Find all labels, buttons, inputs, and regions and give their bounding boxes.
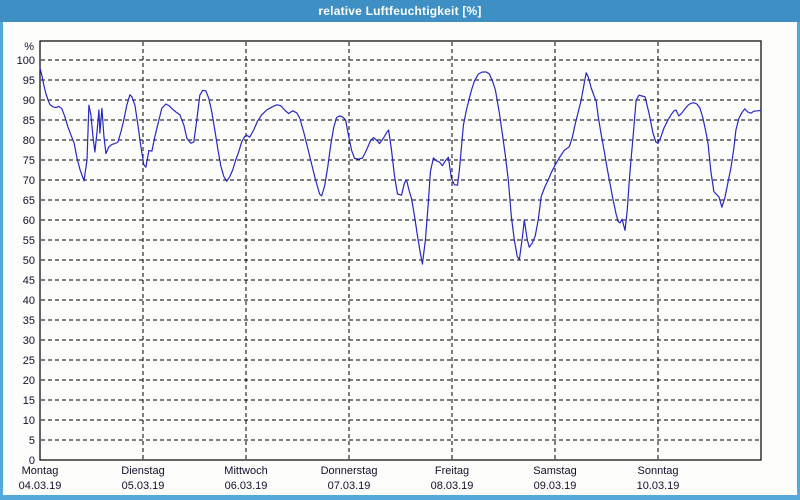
y-tick-label: 30 — [23, 335, 35, 347]
y-tick-label: 65 — [23, 195, 35, 207]
titlebar[interactable]: relative Luftfeuchtigkeit [%] — [0, 0, 800, 22]
x-date-label: 09.03.19 — [534, 480, 577, 492]
y-tick-label: 0 — [29, 455, 35, 467]
x-day-label: Dienstag — [121, 465, 164, 477]
y-tick-label: 55 — [23, 235, 35, 247]
x-date-label: 10.03.19 — [637, 480, 680, 492]
x-day-label: Montag — [22, 465, 59, 477]
chart-area: 0 5 10 15 20 25 30 35 40 45 50 55 60 65 70 75 80 85 90 95 10… — [3, 22, 797, 495]
x-date-label: 04.03.19 — [19, 480, 62, 492]
y-tick-label: 35 — [23, 315, 35, 327]
y-tick-label: 20 — [23, 375, 35, 387]
y-tick-label: 60 — [23, 215, 35, 227]
y-tick-label: 90 — [23, 95, 35, 107]
y-tick-label: 80 — [23, 135, 35, 147]
x-date-label: 07.03.19 — [328, 480, 371, 492]
window-title: relative Luftfeuchtigkeit [%] — [318, 4, 482, 18]
humidity-line — [39, 67, 762, 265]
x-day-label: Mittwoch — [224, 465, 267, 477]
x-day-label: Freitag — [435, 465, 469, 477]
y-tick-label: 70 — [23, 175, 35, 187]
y-tick-label: 15 — [23, 395, 35, 407]
y-tick-label: 40 — [23, 295, 35, 307]
chart-canvas: 0 5 10 15 20 25 30 35 40 45 50 55 60 65 70 75 80 85 90 95 10… — [17, 40, 762, 492]
x-date-label: 08.03.19 — [431, 480, 474, 492]
x-date-label: 06.03.19 — [225, 480, 268, 492]
x-day-label: Donnerstag — [321, 465, 378, 477]
y-tick-label: 10 — [23, 415, 35, 427]
plot-frame — [39, 40, 762, 461]
y-tick-label: 95 — [23, 75, 35, 87]
y-tick-label: 45 — [23, 275, 35, 287]
y-tick-label: 75 — [23, 155, 35, 167]
y-tick-label: 5 — [29, 435, 35, 447]
x-day-label: Sonntag — [638, 465, 679, 477]
y-axis-unit-label: % — [24, 41, 34, 53]
y-tick-label: 50 — [23, 255, 35, 267]
y-tick-label: 85 — [23, 115, 35, 127]
x-day-label: Samstag — [533, 465, 576, 477]
x-date-label: 05.03.19 — [122, 480, 165, 492]
y-tick-label: 25 — [23, 355, 35, 367]
y-tick-label: 100 — [17, 55, 35, 67]
